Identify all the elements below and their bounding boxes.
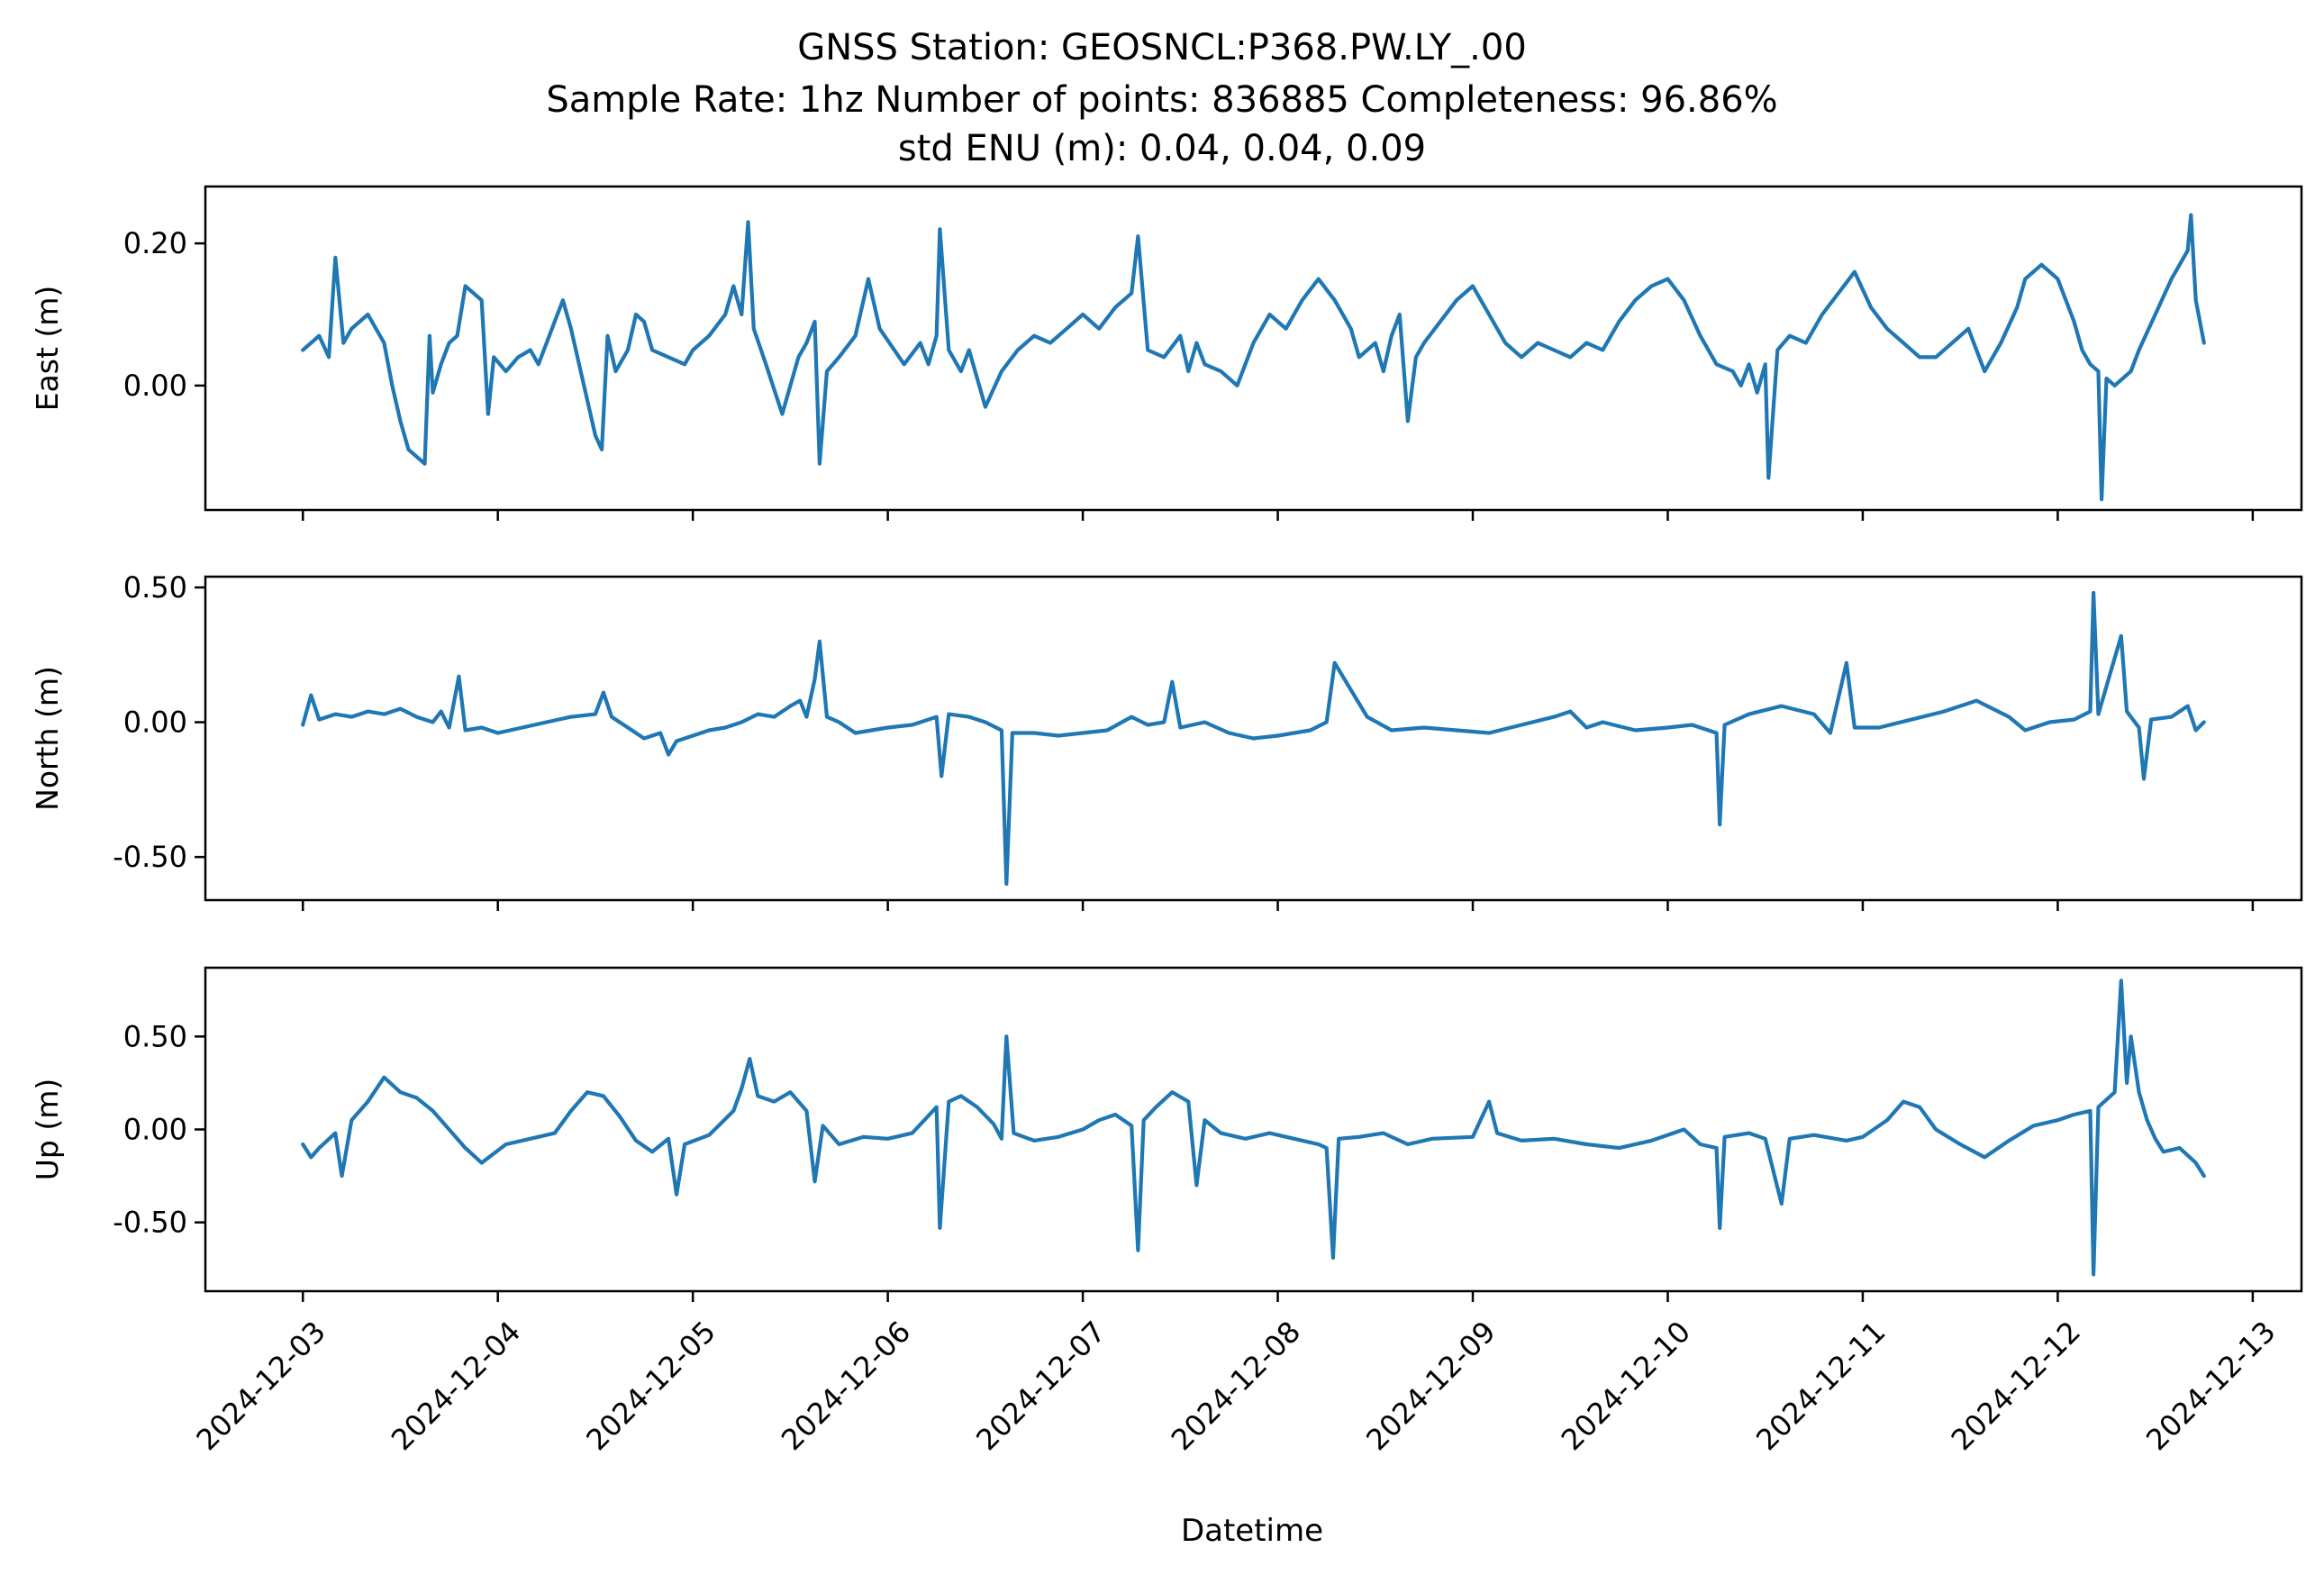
x-tick-label: 2024-12-12 — [1945, 1315, 2087, 1457]
x-tick-label: 2024-12-10 — [1555, 1315, 1697, 1457]
y-tick-label-panel-2: 0.50 — [123, 570, 187, 605]
title-block: GNSS Station: GEOSNCL:P368.PW.LY_.00 Sam… — [546, 27, 1777, 169]
y-tick-label-panel-1: 0.20 — [123, 226, 187, 260]
y-axis-label-panel-3: Up (m) — [30, 1079, 65, 1181]
x-tick-label: 2024-12-06 — [775, 1315, 917, 1457]
panel-1: 0.00 0.20 East (m) — [30, 185, 2303, 521]
x-tick-label: 2024-12-03 — [189, 1315, 331, 1457]
y-axis-label-panel-1: East (m) — [30, 286, 65, 412]
axes-frame-panel-2 — [204, 575, 2303, 902]
x-tick-label: 2024-12-09 — [1359, 1315, 1502, 1457]
title-line-2: Sample Rate: 1hz Number of points: 83688… — [546, 79, 1777, 121]
axes-frame-panel-3 — [204, 966, 2303, 1293]
y-tick-label-panel-3: -0.50 — [113, 1206, 187, 1240]
y-tick-label-panel-3: 0.00 — [123, 1113, 187, 1147]
series-line-panel-3 — [301, 979, 2206, 1277]
y-tick-label-panel-1: 0.00 — [123, 369, 187, 403]
x-tick-label: 2024-12-04 — [385, 1315, 527, 1457]
series-line-panel-1 — [301, 213, 2206, 502]
panel-3: -0.50 0.00 0.50 Up (m) 2024-12-03 2024-12-04 2… — [30, 966, 2303, 1457]
x-tick-label: 2024-12-08 — [1165, 1315, 1307, 1457]
x-tick-label: 2024-12-13 — [2139, 1315, 2282, 1457]
y-tick-label-panel-2: -0.50 — [113, 840, 187, 874]
x-tick-label: 2024-12-07 — [969, 1315, 1112, 1457]
x-tick-label: 2024-12-11 — [1749, 1315, 1892, 1457]
series-line-panel-2 — [301, 590, 2206, 887]
axes-frame-panel-1 — [204, 185, 2303, 512]
x-tick-label: 2024-12-05 — [579, 1315, 722, 1457]
title-line-1: GNSS Station: GEOSNCL:P368.PW.LY_.00 — [797, 27, 1527, 68]
y-axis-label-panel-2: North (m) — [30, 666, 65, 811]
y-tick-label-panel-3: 0.50 — [123, 1019, 187, 1053]
panel-2: -0.50 0.00 0.50 North (m) — [30, 570, 2303, 911]
y-tick-label-panel-2: 0.00 — [123, 706, 187, 740]
title-line-3: std ENU (m): 0.04, 0.04, 0.09 — [898, 128, 1426, 169]
x-axis-label: Datetime — [1181, 1513, 1323, 1549]
